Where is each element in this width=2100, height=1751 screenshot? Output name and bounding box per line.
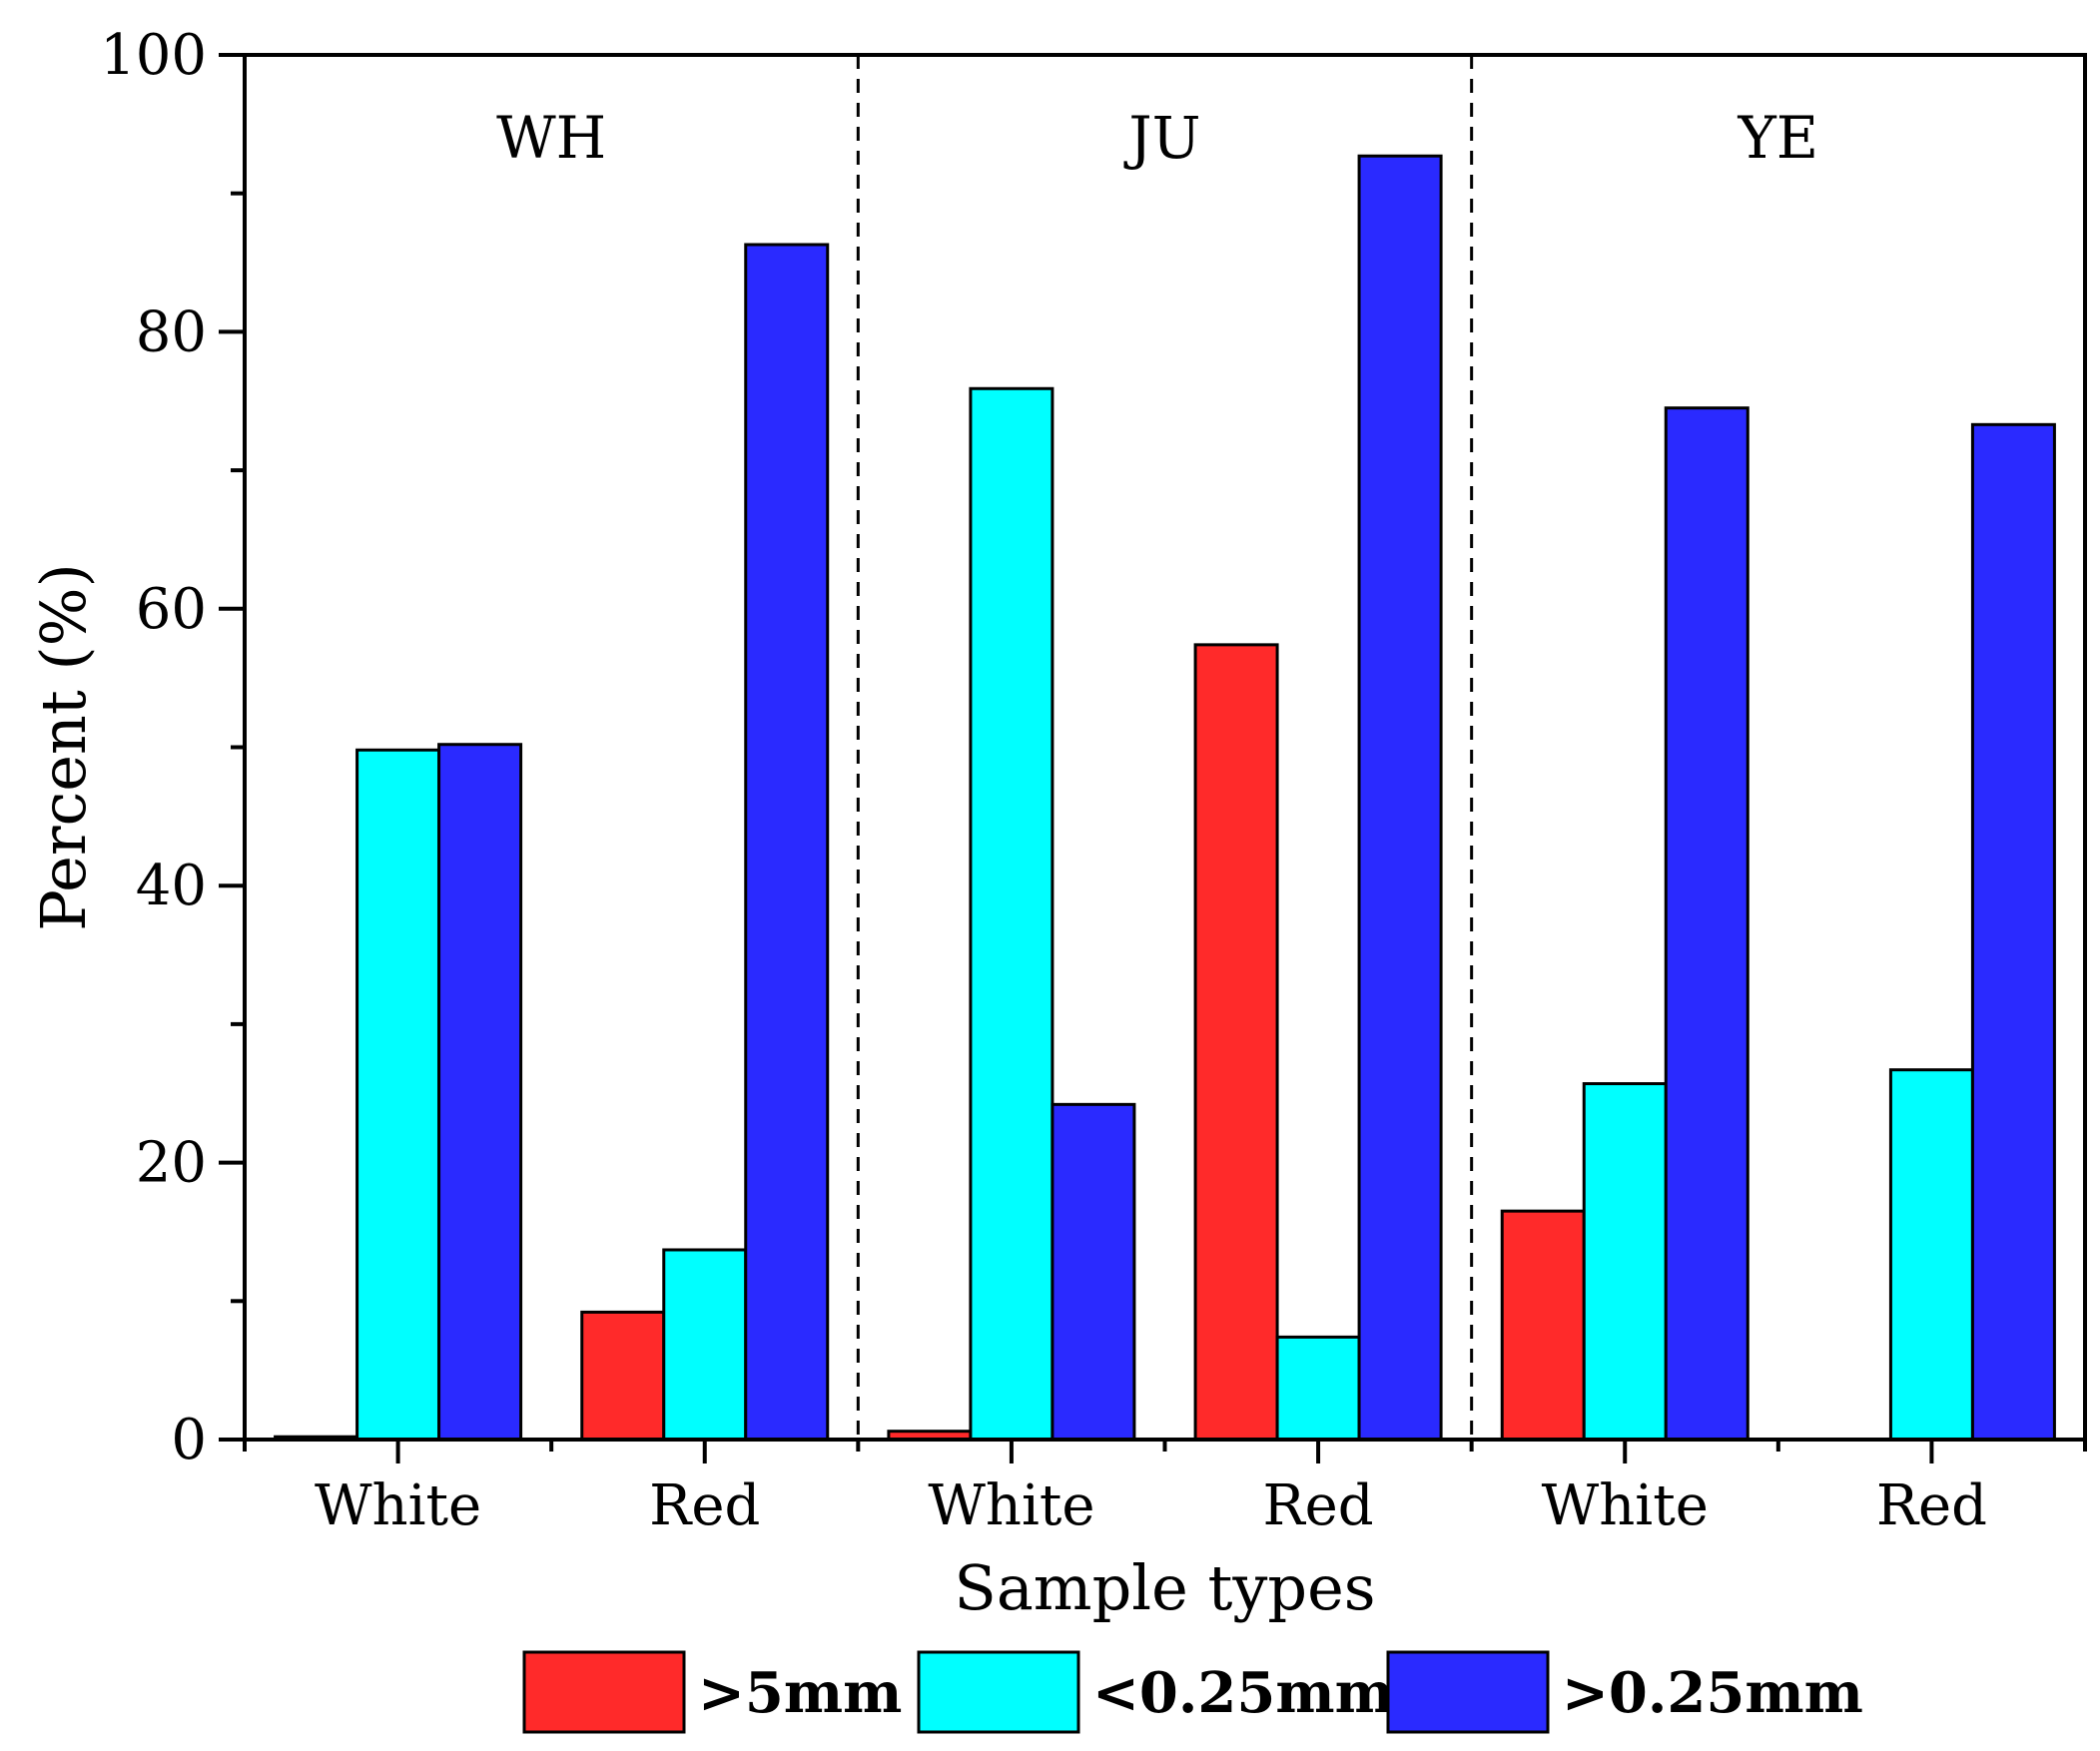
x-tick-label: White (928, 1473, 1094, 1538)
legend-label: >5mm (698, 1660, 902, 1726)
bar (437, 743, 523, 1442)
bar (1050, 1102, 1136, 1442)
legend: >5mm <0.25mm >0.25mm (522, 1650, 1863, 1734)
y-tick-label: 100 (100, 23, 207, 88)
bar (969, 386, 1054, 1442)
legend-label: <0.25mm (1092, 1660, 1394, 1726)
bar (1500, 1209, 1586, 1442)
legend-swatch (917, 1650, 1080, 1734)
labels-layer: 0 20 40 60 80 100 White Red White Red White Red WH JU… (27, 23, 1987, 1624)
y-tick-label: 60 (136, 577, 207, 642)
y-axis-title: Percent (%) (27, 563, 100, 931)
bar (1357, 154, 1443, 1442)
x-tick-label: Red (1876, 1473, 1987, 1538)
group-label: JU (1123, 104, 1200, 172)
bar (1970, 422, 2056, 1442)
x-tick-label: Red (649, 1473, 760, 1538)
axes-layer (219, 53, 2087, 1463)
group-label: WH (496, 104, 606, 172)
bar (744, 243, 830, 1442)
x-tick-label: Red (1263, 1473, 1374, 1538)
legend-swatch (1386, 1650, 1550, 1734)
legend-label: >0.25mm (1562, 1660, 1863, 1726)
y-tick-label: 0 (171, 1408, 207, 1472)
bar (1664, 406, 1750, 1442)
bar (662, 1248, 748, 1442)
bar (1582, 1082, 1668, 1442)
y-tick-label: 80 (136, 299, 207, 364)
bar (1275, 1335, 1361, 1442)
x-tick-label: White (1542, 1473, 1709, 1538)
bars-layer (274, 154, 2056, 1442)
y-tick-label: 20 (136, 1131, 207, 1196)
group-label: YE (1738, 104, 1819, 172)
y-tick-label: 40 (136, 854, 207, 918)
bar (1888, 1068, 1974, 1442)
bar (355, 748, 441, 1442)
bar (1193, 643, 1279, 1442)
legend-swatch (522, 1650, 686, 1734)
x-axis-title: Sample types (954, 1551, 1375, 1624)
bar (580, 1310, 666, 1442)
x-tick-label: White (315, 1473, 481, 1538)
